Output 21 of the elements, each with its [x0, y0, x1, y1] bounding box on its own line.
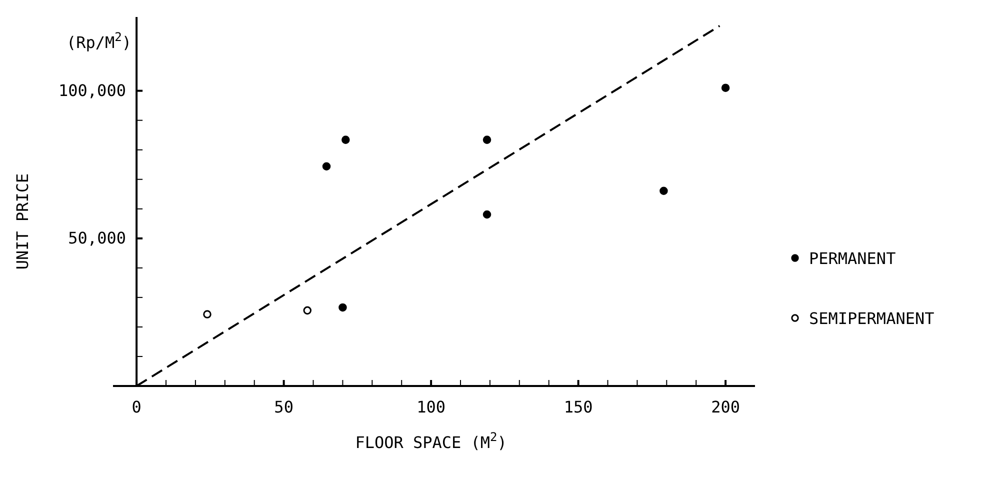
x-tick-label: 0 [132, 398, 142, 417]
point [342, 136, 350, 144]
x-axis-title: FLOOR SPACE (M$^{2}$) [355, 430, 507, 452]
point [660, 186, 668, 195]
point [482, 136, 492, 144]
x-tick-label: 50 [274, 398, 294, 417]
point [482, 210, 492, 219]
point [203, 310, 212, 318]
legend-label: PERMANENT [809, 249, 896, 268]
legend-label: SEMIPERMANENT [809, 309, 935, 328]
point [322, 162, 331, 170]
annotation: (Rp/M$^{2}$) [66, 30, 132, 52]
point [303, 306, 312, 315]
y-axis-title: UNIT PRICE [13, 173, 32, 270]
x-tick-label: 150 [564, 398, 593, 417]
point [338, 303, 347, 312]
y-tick-label: 50,000 [68, 228, 126, 248]
x-tick-label: 200 [711, 398, 740, 417]
point [721, 84, 730, 92]
y-tick-label: 100,000 [58, 80, 126, 100]
x-tick-label: 100 [416, 398, 446, 417]
